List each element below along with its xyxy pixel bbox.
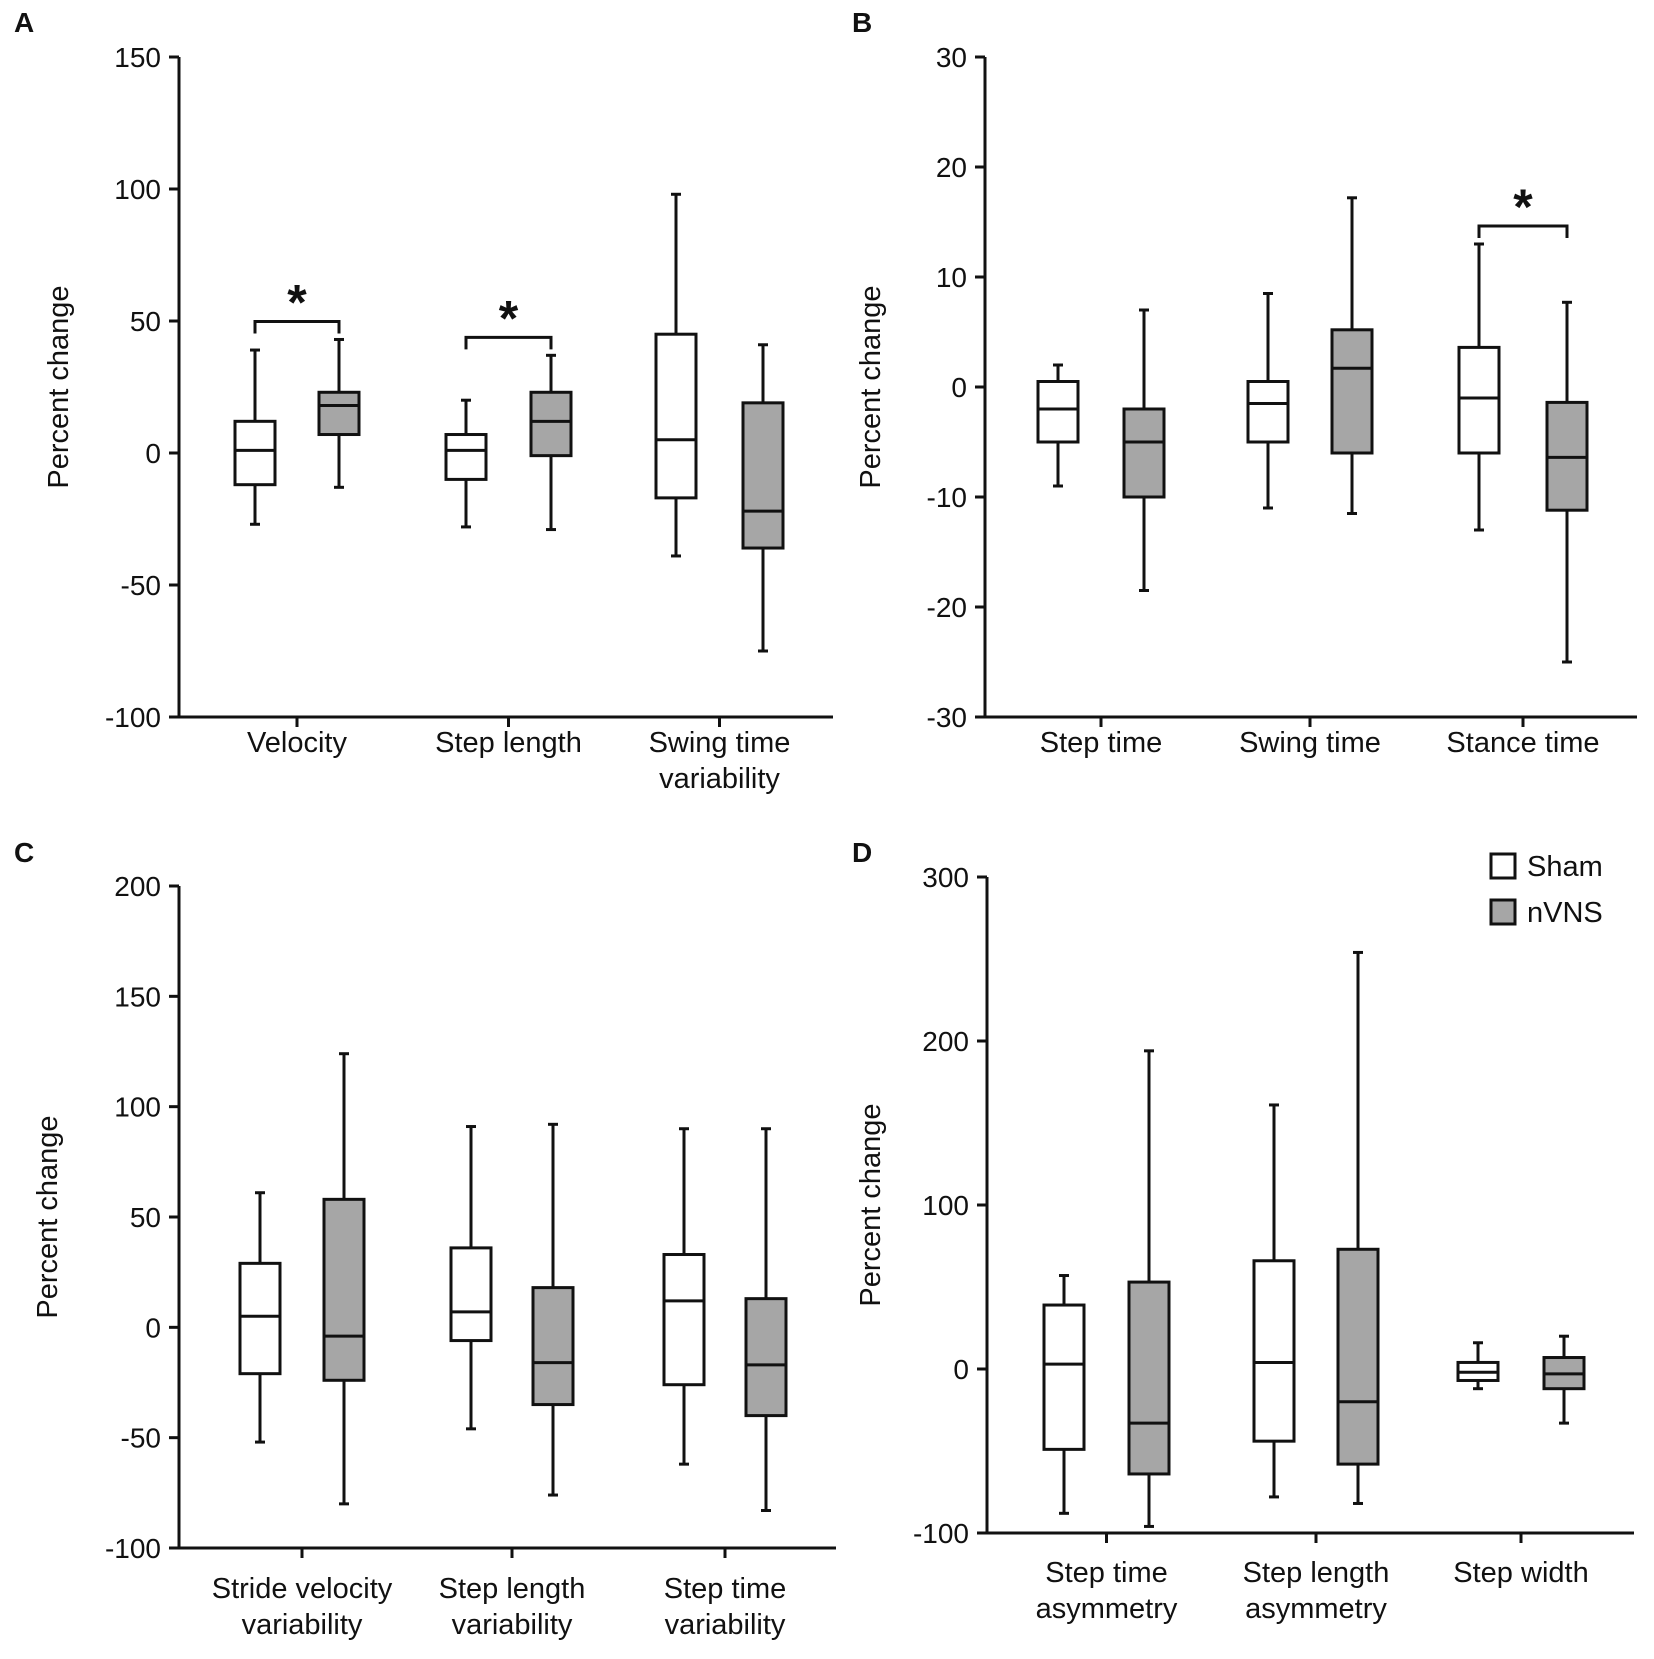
panel-c-letter: C: [14, 837, 34, 868]
panel-c-sham-box: [662, 1253, 706, 1387]
panel-b-nvns-box: [1330, 328, 1374, 455]
panel-c-sham-box: [238, 1261, 282, 1376]
panel-d-y-tick-label: 0: [953, 1354, 969, 1385]
panel-d-nvns-box: [1127, 1280, 1171, 1476]
panel-d-category-label: asymmetry: [1036, 1593, 1178, 1625]
panel-b-sham-box: [1457, 345, 1501, 455]
panel-b-y-tick-label: -30: [927, 702, 967, 733]
panel-c-sham-box: [449, 1246, 493, 1343]
panel-a-category-label: Velocity: [247, 727, 347, 759]
panel-c-y-axis-title: Percent change: [32, 1115, 64, 1318]
panel-c-category-label: Step length: [439, 1573, 586, 1605]
panel-b-y-axis-title: Percent change: [855, 285, 887, 488]
panel-d-category-label: asymmetry: [1245, 1593, 1387, 1625]
panel-c-category-label: variability: [665, 1609, 786, 1641]
panel-a-category-label: Swing time: [649, 727, 791, 759]
legend-swatch-nvns: [1489, 898, 1517, 926]
panel-a-y-axis-title: Percent change: [43, 285, 75, 488]
panel-b-category-label: Step time: [1040, 727, 1163, 759]
panel-d-y-tick-label: -100: [913, 1518, 969, 1549]
panel-a-sham-box: [233, 419, 277, 487]
panel-b-category-label: Swing time: [1239, 727, 1381, 759]
panel-c-nvns-box: [531, 1286, 575, 1407]
panel-d-sham-box: [1042, 1303, 1086, 1451]
panel-b-sham-box: [1036, 380, 1080, 444]
panel-a-significance-bracket: [253, 319, 341, 334]
panel-b-sham-box: [1246, 380, 1290, 444]
panel-b-significance-bracket: [1477, 224, 1569, 238]
panel-a-y-tick-label: 100: [114, 174, 161, 205]
panel-a-y-tick-label: -100: [105, 702, 161, 733]
panel-c-category-label: variability: [452, 1609, 573, 1641]
panel-c-category-label: variability: [242, 1609, 363, 1641]
panel-a-sham-box: [654, 332, 698, 500]
panel-b-y-tick-label: -10: [927, 482, 967, 513]
panel-a-category-label: variability: [659, 763, 780, 795]
panel-d-y-tick-label: 200: [922, 1026, 969, 1057]
panel-c-y-tick-label: -50: [121, 1423, 161, 1454]
panel-a-y-tick-label: 0: [145, 438, 161, 469]
panel-b-category-label: Stance time: [1446, 727, 1599, 759]
panel-a-nvns-box: [741, 401, 785, 550]
panel-c-y-tick-label: -100: [105, 1533, 161, 1564]
panel-a-nvns-box: [529, 390, 573, 458]
panel-b-y-tick-label: 10: [936, 262, 967, 293]
panel-c-category-label: Step time: [664, 1573, 787, 1605]
panel-a-significance-star: *: [287, 274, 307, 330]
panel-d-y-tick-label: 300: [922, 862, 969, 893]
panel-a-y-tick-label: -50: [121, 570, 161, 601]
panel-d-y-axis-title: Percent change: [855, 1103, 887, 1306]
legend-label-nvns: nVNS: [1527, 897, 1603, 929]
panel-b-y-tick-label: 0: [951, 372, 967, 403]
panel-c-y-tick-label: 150: [114, 981, 161, 1012]
panel-c-y-tick-label: 0: [145, 1312, 161, 1343]
legend-label-sham: Sham: [1527, 851, 1603, 883]
panel-d-sham-box: [1252, 1259, 1296, 1443]
panel-b-significance-star: *: [1513, 179, 1533, 235]
panel-d-category-label: Step length: [1243, 1557, 1390, 1589]
panel-d-letter: D: [852, 837, 872, 868]
legend-swatch-sham: [1489, 852, 1517, 880]
panel-b-nvns-box: [1122, 407, 1166, 499]
panel-d-nvns-box: [1336, 1247, 1380, 1466]
panel-c-nvns-box: [322, 1197, 366, 1382]
panel-a-category-label: Step length: [435, 727, 582, 759]
panel-c-nvns-box: [744, 1297, 788, 1418]
panel-d-y-tick-label: 100: [922, 1190, 969, 1221]
panel-c-y-tick-label: 100: [114, 1092, 161, 1123]
panel-a-y-tick-label: 50: [130, 306, 161, 337]
panel-a-nvns-box: [317, 390, 361, 437]
panel-b-letter: B: [852, 7, 872, 38]
panel-d-category-label: Step width: [1453, 1557, 1588, 1589]
panel-b-y-tick-label: 30: [936, 42, 967, 73]
panel-a-y-tick-label: 150: [114, 42, 161, 73]
panel-d-category-label: Step time: [1045, 1557, 1168, 1589]
panel-b-y-tick-label: 20: [936, 152, 967, 183]
panel-a-significance-bracket: [464, 335, 553, 350]
panel-b-y-tick-label: -20: [927, 592, 967, 623]
panel-c-category-label: Stride velocity: [212, 1573, 393, 1605]
panel-c-y-tick-label: 50: [130, 1202, 161, 1233]
panel-a-sham-box: [444, 433, 488, 481]
panel-a-letter: A: [14, 7, 34, 38]
panel-c-y-tick-label: 200: [114, 871, 161, 902]
panel-a-significance-star: *: [499, 290, 519, 346]
